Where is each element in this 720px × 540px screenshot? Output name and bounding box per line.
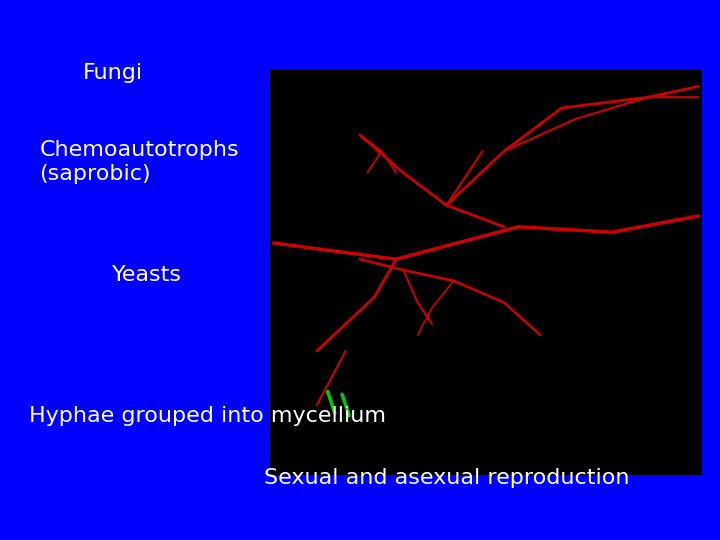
Text: Hyphae grouped into mycellium: Hyphae grouped into mycellium <box>29 406 386 426</box>
Text: Yeasts: Yeasts <box>112 265 181 286</box>
Text: Fungi: Fungi <box>83 63 143 83</box>
Text: Chemoautotrophs
(saprobic): Chemoautotrophs (saprobic) <box>40 140 239 184</box>
Bar <box>270 70 702 475</box>
Text: Sexual and asexual reproduction: Sexual and asexual reproduction <box>264 468 629 488</box>
